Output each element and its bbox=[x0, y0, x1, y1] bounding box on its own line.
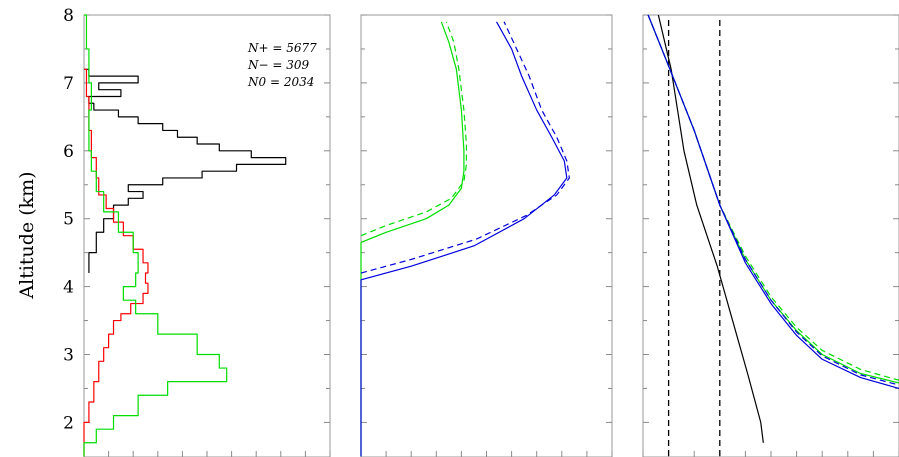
series-line-1 bbox=[647, 14, 899, 384]
y-axis-title: Altitude (km) bbox=[16, 171, 38, 299]
panel-right bbox=[642, 14, 899, 457]
series-line-0 bbox=[360, 21, 465, 457]
y-tick-label: 4 bbox=[63, 278, 74, 298]
annotation-n-zero: N0 = 2034 bbox=[247, 75, 314, 89]
annotation-n-plus: N+ = 5677 bbox=[247, 41, 317, 55]
y-tick-label: 2 bbox=[63, 413, 74, 433]
y-tick-label: 3 bbox=[63, 346, 74, 366]
panel-left: 2 3 4 5 6 7 8 bbox=[63, 6, 331, 457]
panel-middle bbox=[360, 14, 613, 457]
series-line-0 bbox=[84, 68, 287, 274]
plot-frame bbox=[642, 14, 899, 457]
y-tick-label: 8 bbox=[63, 6, 74, 26]
annotation-n-minus: N− = 309 bbox=[247, 58, 310, 72]
plot-frame bbox=[83, 14, 331, 457]
series-line-2 bbox=[83, 14, 228, 457]
series-line-3 bbox=[360, 21, 570, 274]
y-tick-label: 5 bbox=[63, 210, 74, 230]
series-line-1 bbox=[360, 21, 468, 237]
y-tick-label: 6 bbox=[63, 142, 74, 162]
series-line-4 bbox=[647, 14, 899, 386]
series-line-2 bbox=[647, 14, 899, 381]
series-line-2 bbox=[360, 21, 568, 457]
series-line-3 bbox=[647, 14, 899, 390]
plot-frame bbox=[360, 14, 613, 457]
y-tick-label: 7 bbox=[63, 74, 74, 94]
series-line-0 bbox=[657, 14, 764, 443]
